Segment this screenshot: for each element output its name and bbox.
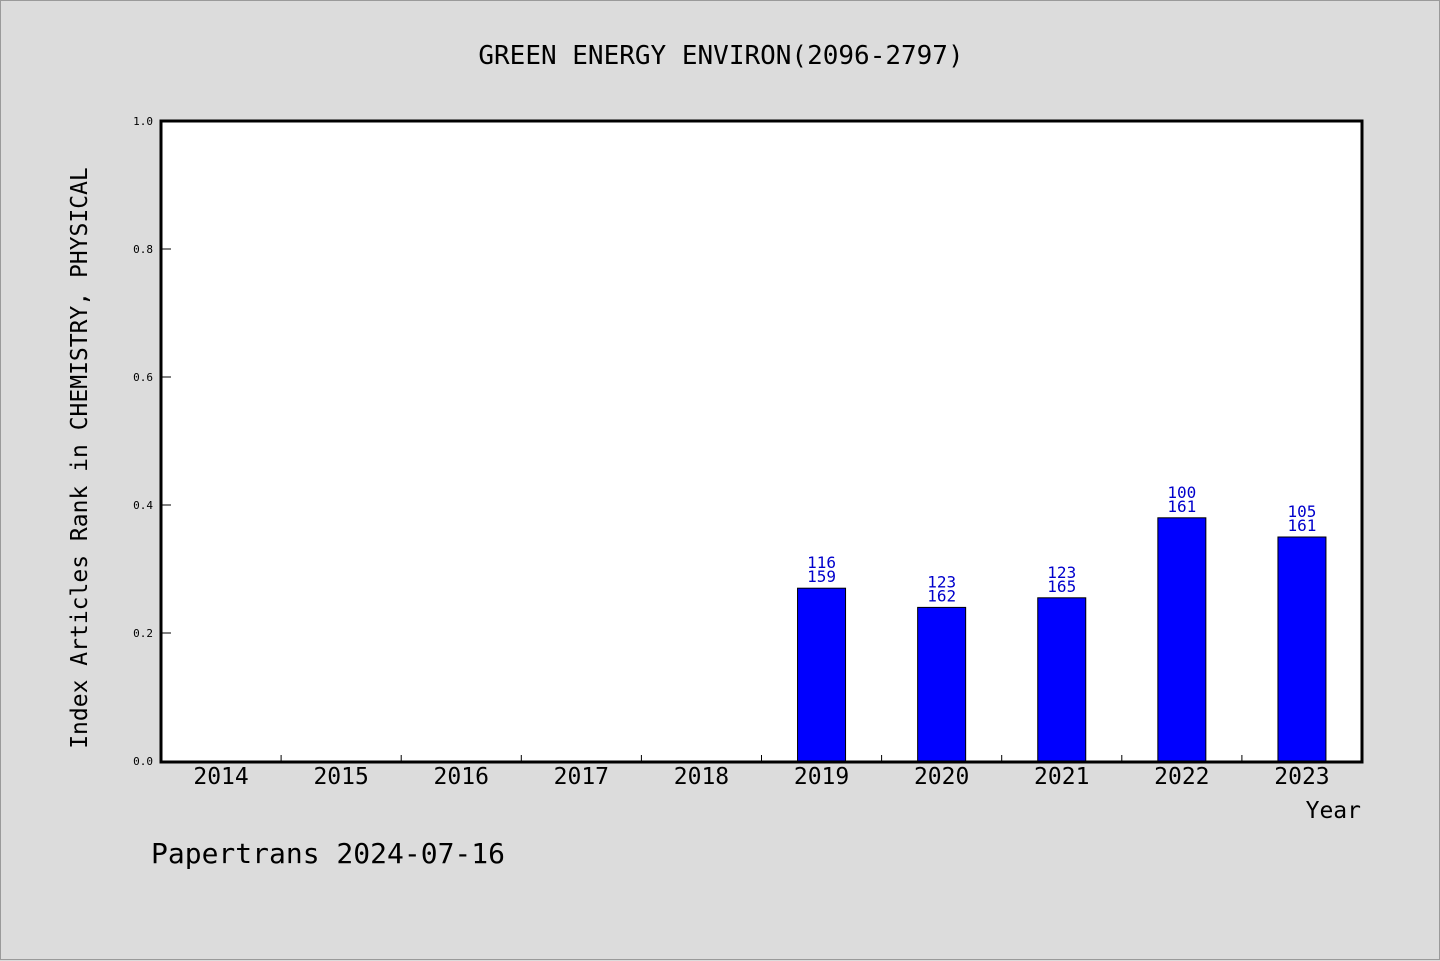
x-tick-label: 2021 [1034, 764, 1089, 790]
bar [1157, 517, 1207, 762]
x-tick-label: 2016 [434, 764, 489, 790]
bar [1277, 536, 1327, 762]
footer-credit: Papertrans 2024-07-16 [151, 837, 505, 870]
x-tick-label: 2014 [193, 764, 248, 790]
bar [1037, 597, 1087, 762]
bar-series [797, 517, 1327, 762]
x-axis: 2014 2015 2016 2017 2018 2019 2020 2021 2022 2023 [193, 755, 1330, 790]
bar-total-label: 165 [1047, 577, 1076, 596]
x-tick-label: 2023 [1274, 764, 1329, 790]
x-tick-label: 2019 [794, 764, 849, 790]
bar-rank-label: 105 [1287, 502, 1316, 521]
x-tick-label: 2015 [313, 764, 368, 790]
bar-rank-label: 100 [1167, 483, 1196, 502]
bar [917, 606, 967, 762]
y-axis: 0.0 0.2 0.4 0.6 0.8 1.0 [133, 115, 171, 768]
y-tick-label: 0.8 [133, 243, 153, 256]
bar-total-label: 162 [927, 586, 956, 605]
y-tick-label: 0.0 [133, 755, 153, 768]
x-tick-label: 2018 [674, 764, 729, 790]
y-tick-label: 0.6 [133, 371, 153, 384]
y-tick-label: 0.4 [133, 499, 153, 512]
x-tick-label: 2022 [1154, 764, 1209, 790]
chart-title: GREEN ENERGY ENVIRON(2096-2797) [478, 41, 963, 71]
bar-rank-label: 123 [1047, 563, 1076, 582]
y-axis-label: Index Articles Rank in CHEMISTRY, PHYSIC… [67, 167, 93, 749]
y-tick-label: 0.2 [133, 627, 153, 640]
bar [797, 587, 847, 762]
x-axis-label: Year [1306, 798, 1361, 824]
plot-border [159, 119, 1364, 764]
x-tick-label: 2017 [554, 764, 609, 790]
bar-total-label: 159 [807, 567, 836, 586]
bar-total-label: 161 [1287, 516, 1316, 535]
bar-total-label: 161 [1167, 497, 1196, 516]
y-tick-label: 1.0 [133, 115, 153, 128]
x-tick-label: 2020 [914, 764, 969, 790]
bar-rank-label: 116 [807, 553, 836, 572]
bar-rank-label: 123 [927, 572, 956, 591]
